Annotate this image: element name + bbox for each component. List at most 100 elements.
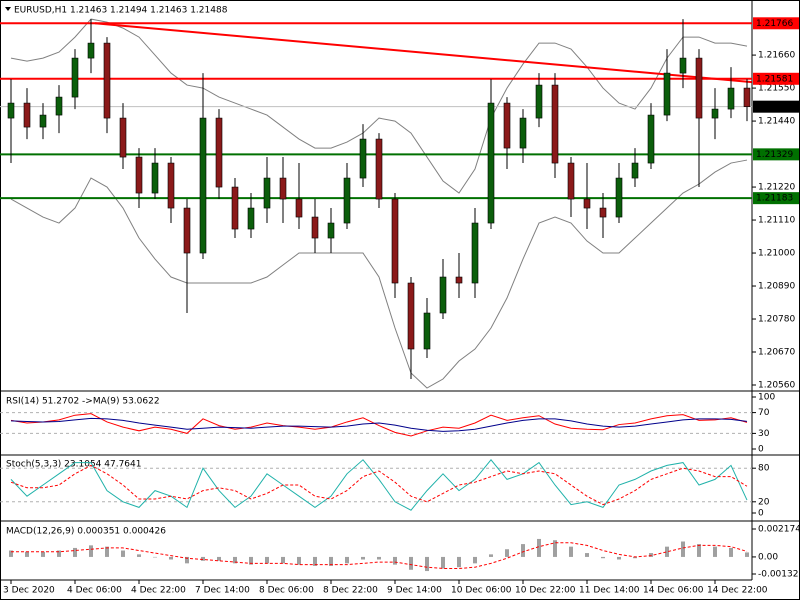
macd-bar xyxy=(25,551,29,557)
candle-body xyxy=(55,96,63,116)
candle-body xyxy=(727,87,735,110)
macd-bar xyxy=(505,549,509,557)
candle-body xyxy=(519,117,527,149)
x-tick-label: 3 Dec 2020 xyxy=(3,586,55,596)
macd-bar xyxy=(329,556,333,566)
candle-body xyxy=(263,177,271,209)
candle-body xyxy=(535,84,543,119)
macd-bar xyxy=(201,556,205,561)
candle-body xyxy=(215,117,223,188)
candle-body xyxy=(343,177,351,224)
macd-bar xyxy=(41,551,45,557)
macd-bar xyxy=(473,556,477,564)
candle-body xyxy=(439,276,447,314)
x-tick-label: 7 Dec 14:00 xyxy=(195,586,250,596)
macd-bar xyxy=(169,556,173,560)
macd-bar xyxy=(57,550,61,557)
y-tick-label: 1.20560 xyxy=(758,381,795,391)
macd-bar xyxy=(121,550,125,557)
y-tick-label: 1.20670 xyxy=(758,348,795,358)
candle-body xyxy=(327,222,335,239)
candle-body xyxy=(663,72,671,116)
candle-body xyxy=(647,114,655,164)
macd-bar xyxy=(585,553,589,557)
macd-bar xyxy=(425,556,429,572)
y-tick-label: 1.20890 xyxy=(758,282,795,292)
candle-body xyxy=(743,87,751,107)
macd-bar xyxy=(345,556,349,564)
candle-body xyxy=(423,312,431,350)
candle-body xyxy=(455,276,463,284)
macd-bar xyxy=(441,556,445,569)
y-tick-label: 1.21550 xyxy=(758,84,795,94)
price-tag xyxy=(753,100,799,113)
y-tick-label: 1.20780 xyxy=(758,315,795,325)
candle-body xyxy=(231,186,239,230)
macd-bar xyxy=(521,544,525,557)
indicator-line xyxy=(10,459,748,511)
panel-title: MACD(12,26,9) 0.000351 0.000426 xyxy=(6,527,166,537)
candle-body xyxy=(87,42,95,59)
candle-body xyxy=(71,57,79,98)
candle-body xyxy=(183,207,191,254)
candle-body xyxy=(551,84,559,164)
x-tick-label: 8 Dec 22:00 xyxy=(323,586,378,596)
macd-bar xyxy=(217,556,221,561)
macd-bar xyxy=(665,546,669,557)
price-tag xyxy=(753,72,799,85)
macd-bar xyxy=(265,556,269,564)
macd-bar xyxy=(457,556,461,568)
macd-bar xyxy=(313,556,317,566)
macd-bar xyxy=(89,545,93,557)
macd-bar xyxy=(393,556,397,565)
x-tick-label: 14 Dec 06:00 xyxy=(643,586,704,596)
candle-body xyxy=(247,207,255,230)
upper-band xyxy=(10,18,748,194)
y-tick-label: 1.21220 xyxy=(758,183,795,193)
macd-bar xyxy=(377,556,381,560)
macd-bar xyxy=(633,556,637,559)
candle-body xyxy=(375,138,383,200)
y-tick-label: 0.002174 xyxy=(758,525,800,535)
x-tick-label: 4 Dec 22:00 xyxy=(131,586,186,596)
macd-bar xyxy=(489,554,493,557)
panel-title: RSI(14) 51.2702 ->MA(9) 53.0622 xyxy=(6,397,160,407)
y-tick-label: 1.21000 xyxy=(758,249,795,259)
macd-bar xyxy=(105,546,109,557)
candle-body xyxy=(135,156,143,194)
price-tag xyxy=(753,17,799,30)
macd-signal xyxy=(11,542,748,569)
candle-body xyxy=(407,282,415,350)
macd-bar xyxy=(649,553,653,557)
candle-body xyxy=(471,222,479,284)
candle-body xyxy=(503,102,511,149)
y-tick-label: 100 xyxy=(758,393,775,403)
price-tag-label: 1.21581 xyxy=(756,74,793,84)
indicator-line xyxy=(10,417,748,432)
macd-bar xyxy=(537,538,541,557)
candle-body xyxy=(583,198,591,209)
macd-bar xyxy=(729,547,733,557)
macd-bar xyxy=(185,556,189,564)
macd-bar xyxy=(617,556,621,560)
x-tick-label: 9 Dec 14:00 xyxy=(387,586,442,596)
price-tag-label: 1.21488 xyxy=(756,102,793,112)
x-tick-label: 11 Dec 14:00 xyxy=(579,586,640,596)
y-tick-label: -0.001329 xyxy=(758,570,800,580)
y-tick-label: 80 xyxy=(758,464,770,474)
macd-bar xyxy=(681,541,685,557)
candle-body xyxy=(311,216,319,239)
panel-title: EURUSD,H1 1.21463 1.21494 1.21463 1.2148… xyxy=(14,6,228,16)
indicator-line xyxy=(10,464,748,506)
macd-bar xyxy=(73,547,77,557)
price-tag-label: 1.21183 xyxy=(756,194,793,204)
y-tick-label: 0 xyxy=(758,509,764,519)
y-tick-label: 1.21440 xyxy=(758,117,795,127)
x-tick-label: 14 Dec 22:00 xyxy=(707,586,768,596)
x-tick-label: 10 Dec 22:00 xyxy=(515,586,576,596)
macd-bar xyxy=(153,556,157,558)
y-tick-label: 30 xyxy=(758,429,770,439)
candle-body xyxy=(391,198,399,284)
